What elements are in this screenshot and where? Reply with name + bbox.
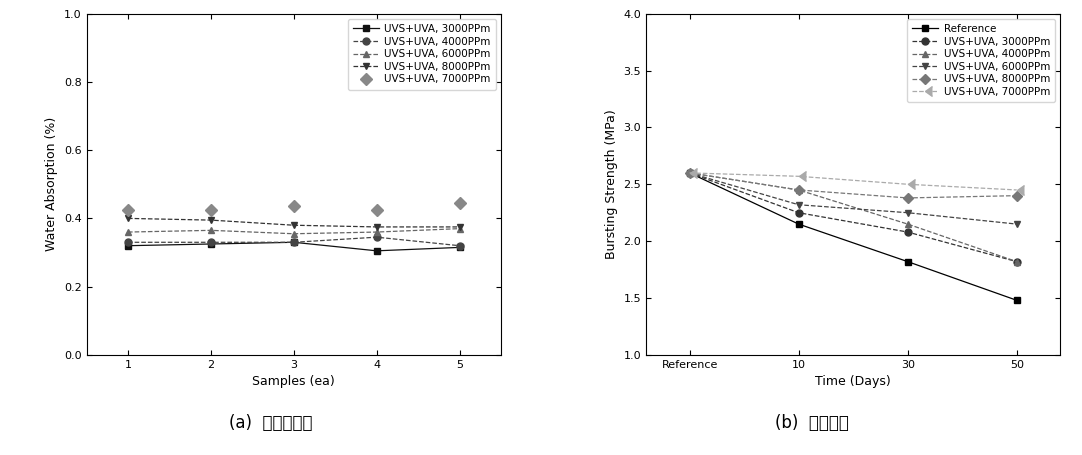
UVS+UVA, 4000PPm (792, 187, 805, 193)
UVS+UVA, 8000PPm (121, 216, 134, 221)
UVS+UVA, 3000PPm (683, 170, 696, 176)
Line: UVS+UVA, 6000PPm: UVS+UVA, 6000PPm (124, 225, 463, 237)
UVS+UVA, 8000PPm (901, 195, 914, 201)
UVS+UVA, 7000PPm (121, 207, 134, 212)
UVS+UVA, 8000PPm (204, 217, 217, 223)
UVS+UVA, 4000PPm (683, 170, 696, 176)
Line: UVS+UVA, 3000PPm: UVS+UVA, 3000PPm (124, 239, 463, 254)
X-axis label: Samples (ea): Samples (ea) (252, 375, 335, 388)
UVS+UVA, 7000PPm (901, 182, 914, 187)
UVS+UVA, 7000PPm (287, 204, 300, 209)
UVS+UVA, 4000PPm (453, 243, 466, 248)
Line: Reference: Reference (686, 169, 1020, 304)
Line: UVS+UVA, 8000PPm: UVS+UVA, 8000PPm (124, 215, 463, 230)
UVS+UVA, 3000PPm (453, 245, 466, 250)
UVS+UVA, 4000PPm (204, 239, 217, 245)
Line: UVS+UVA, 7000PPm: UVS+UVA, 7000PPm (123, 199, 464, 214)
UVS+UVA, 8000PPm (683, 170, 696, 176)
Line: UVS+UVA, 3000PPm: UVS+UVA, 3000PPm (686, 169, 1020, 265)
UVS+UVA, 7000PPm (792, 173, 805, 179)
UVS+UVA, 7000PPm (683, 170, 696, 176)
Line: UVS+UVA, 4000PPm: UVS+UVA, 4000PPm (124, 234, 463, 249)
Line: UVS+UVA, 4000PPm: UVS+UVA, 4000PPm (686, 169, 1020, 265)
Line: UVS+UVA, 7000PPm: UVS+UVA, 7000PPm (685, 168, 1021, 195)
UVS+UVA, 3000PPm (1011, 259, 1024, 264)
UVS+UVA, 8000PPm (792, 187, 805, 193)
Text: (b)  파열강도: (b) 파열강도 (775, 414, 848, 432)
UVS+UVA, 3000PPm (121, 243, 134, 248)
UVS+UVA, 4000PPm (901, 222, 914, 227)
UVS+UVA, 4000PPm (370, 234, 383, 240)
UVS+UVA, 3000PPm (204, 241, 217, 247)
Reference (1011, 298, 1024, 303)
Text: (a)  수분흥수율: (a) 수분흥수율 (228, 414, 313, 432)
Legend: Reference, UVS+UVA, 3000PPm, UVS+UVA, 4000PPm, UVS+UVA, 6000PPm, UVS+UVA, 8000PP: Reference, UVS+UVA, 3000PPm, UVS+UVA, 40… (907, 19, 1055, 102)
UVS+UVA, 8000PPm (453, 224, 466, 230)
UVS+UVA, 4000PPm (1011, 259, 1024, 264)
Reference (792, 222, 805, 227)
UVS+UVA, 8000PPm (1011, 193, 1024, 198)
UVS+UVA, 8000PPm (287, 222, 300, 228)
X-axis label: Time (Days): Time (Days) (816, 375, 892, 388)
UVS+UVA, 7000PPm (204, 207, 217, 212)
UVS+UVA, 3000PPm (370, 248, 383, 253)
UVS+UVA, 7000PPm (370, 207, 383, 212)
Line: UVS+UVA, 8000PPm: UVS+UVA, 8000PPm (686, 169, 1020, 202)
Y-axis label: Bursting Strength (MPa): Bursting Strength (MPa) (605, 109, 618, 259)
UVS+UVA, 6000PPm (204, 228, 217, 233)
UVS+UVA, 3000PPm (792, 210, 805, 216)
Line: UVS+UVA, 6000PPm: UVS+UVA, 6000PPm (686, 169, 1020, 228)
UVS+UVA, 6000PPm (453, 226, 466, 231)
Reference (683, 170, 696, 176)
UVS+UVA, 3000PPm (901, 229, 914, 235)
UVS+UVA, 6000PPm (1011, 222, 1024, 227)
Legend: UVS+UVA, 3000PPm, UVS+UVA, 4000PPm, UVS+UVA, 6000PPm, UVS+UVA, 8000PPm, UVS+UVA,: UVS+UVA, 3000PPm, UVS+UVA, 4000PPm, UVS+… (347, 19, 496, 90)
UVS+UVA, 8000PPm (370, 224, 383, 230)
UVS+UVA, 4000PPm (287, 239, 300, 245)
UVS+UVA, 6000PPm (121, 229, 134, 235)
UVS+UVA, 6000PPm (287, 231, 300, 237)
Reference (901, 259, 914, 264)
UVS+UVA, 7000PPm (453, 200, 466, 206)
UVS+UVA, 4000PPm (121, 239, 134, 245)
UVS+UVA, 6000PPm (683, 170, 696, 176)
UVS+UVA, 6000PPm (370, 229, 383, 235)
UVS+UVA, 7000PPm (1011, 187, 1024, 193)
UVS+UVA, 3000PPm (287, 239, 300, 245)
UVS+UVA, 6000PPm (901, 210, 914, 216)
UVS+UVA, 6000PPm (792, 202, 805, 207)
Y-axis label: Water Absorption (%): Water Absorption (%) (45, 117, 58, 252)
